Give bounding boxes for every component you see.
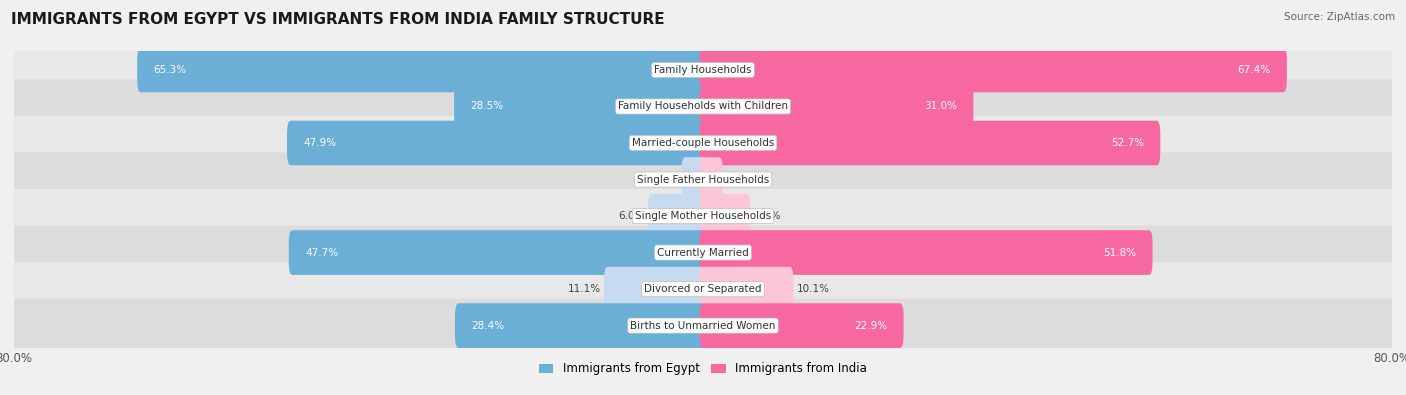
FancyBboxPatch shape bbox=[700, 194, 751, 238]
Text: Married-couple Households: Married-couple Households bbox=[631, 138, 775, 148]
Text: 65.3%: 65.3% bbox=[153, 65, 187, 75]
Text: 5.1%: 5.1% bbox=[754, 211, 780, 221]
FancyBboxPatch shape bbox=[700, 84, 973, 129]
Text: 51.8%: 51.8% bbox=[1104, 248, 1136, 258]
Text: 28.5%: 28.5% bbox=[471, 102, 503, 111]
Text: 1.9%: 1.9% bbox=[727, 175, 752, 184]
FancyBboxPatch shape bbox=[11, 299, 1395, 353]
FancyBboxPatch shape bbox=[288, 230, 706, 275]
Text: Single Father Households: Single Father Households bbox=[637, 175, 769, 184]
Text: 47.7%: 47.7% bbox=[305, 248, 339, 258]
FancyBboxPatch shape bbox=[700, 48, 1286, 92]
FancyBboxPatch shape bbox=[700, 230, 1153, 275]
Text: Divorced or Separated: Divorced or Separated bbox=[644, 284, 762, 294]
FancyBboxPatch shape bbox=[287, 121, 706, 166]
FancyBboxPatch shape bbox=[700, 303, 904, 348]
FancyBboxPatch shape bbox=[700, 121, 1160, 166]
FancyBboxPatch shape bbox=[700, 267, 793, 311]
FancyBboxPatch shape bbox=[682, 157, 706, 202]
FancyBboxPatch shape bbox=[605, 267, 706, 311]
FancyBboxPatch shape bbox=[11, 43, 1395, 97]
FancyBboxPatch shape bbox=[11, 116, 1395, 170]
Text: Births to Unmarried Women: Births to Unmarried Women bbox=[630, 321, 776, 331]
Text: 22.9%: 22.9% bbox=[855, 321, 887, 331]
FancyBboxPatch shape bbox=[454, 84, 706, 129]
Legend: Immigrants from Egypt, Immigrants from India: Immigrants from Egypt, Immigrants from I… bbox=[534, 358, 872, 380]
Text: 28.4%: 28.4% bbox=[471, 321, 505, 331]
Text: 2.1%: 2.1% bbox=[651, 175, 678, 184]
FancyBboxPatch shape bbox=[11, 189, 1395, 243]
Text: 47.9%: 47.9% bbox=[304, 138, 336, 148]
Text: IMMIGRANTS FROM EGYPT VS IMMIGRANTS FROM INDIA FAMILY STRUCTURE: IMMIGRANTS FROM EGYPT VS IMMIGRANTS FROM… bbox=[11, 12, 665, 27]
FancyBboxPatch shape bbox=[11, 79, 1395, 134]
Text: Single Mother Households: Single Mother Households bbox=[636, 211, 770, 221]
Text: 11.1%: 11.1% bbox=[568, 284, 600, 294]
FancyBboxPatch shape bbox=[138, 48, 706, 92]
FancyBboxPatch shape bbox=[11, 226, 1395, 280]
Text: Family Households: Family Households bbox=[654, 65, 752, 75]
Text: Source: ZipAtlas.com: Source: ZipAtlas.com bbox=[1284, 12, 1395, 22]
Text: 52.7%: 52.7% bbox=[1111, 138, 1144, 148]
Text: 31.0%: 31.0% bbox=[924, 102, 957, 111]
Text: 10.1%: 10.1% bbox=[797, 284, 830, 294]
Text: 67.4%: 67.4% bbox=[1237, 65, 1271, 75]
FancyBboxPatch shape bbox=[11, 152, 1395, 207]
FancyBboxPatch shape bbox=[456, 303, 706, 348]
FancyBboxPatch shape bbox=[648, 194, 706, 238]
Text: 6.0%: 6.0% bbox=[619, 211, 644, 221]
FancyBboxPatch shape bbox=[700, 157, 723, 202]
Text: Currently Married: Currently Married bbox=[657, 248, 749, 258]
FancyBboxPatch shape bbox=[11, 262, 1395, 316]
Text: Family Households with Children: Family Households with Children bbox=[619, 102, 787, 111]
